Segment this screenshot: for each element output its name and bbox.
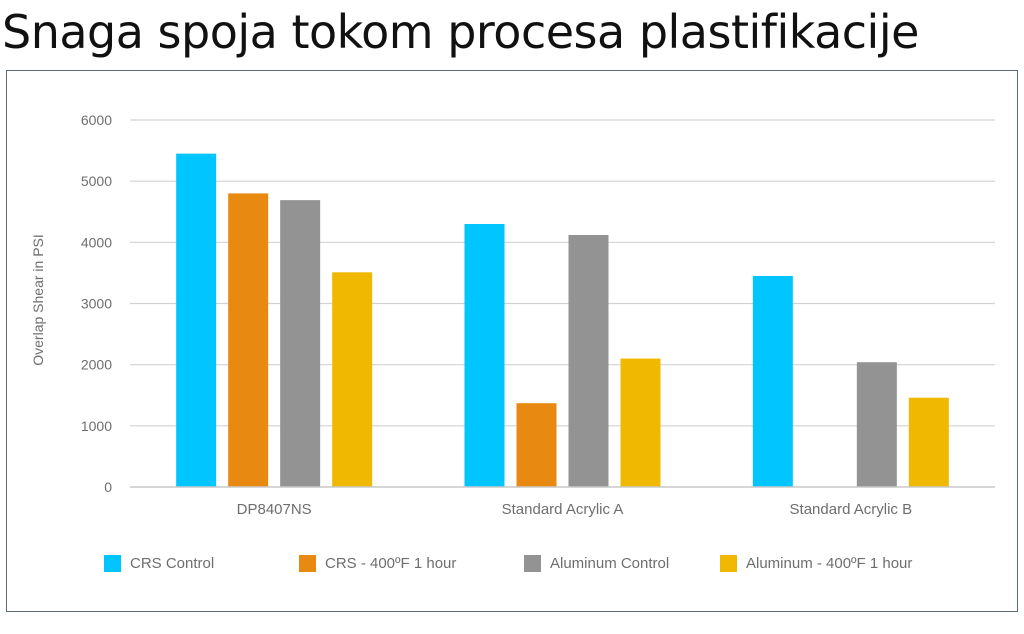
y-tick-label: 6000 <box>81 112 112 128</box>
gridlines <box>130 119 995 427</box>
bar <box>856 362 897 487</box>
y-axis-title: Overlap Shear in PSI <box>30 234 46 366</box>
y-tick-label: 3000 <box>81 296 112 312</box>
y-tick-label: 5000 <box>81 173 112 189</box>
legend-label: Aluminum - 400ºF 1 hour <box>746 555 912 572</box>
category-labels: DP8407NS Standard Acrylic A Standard Acryl… <box>237 501 912 518</box>
y-tick-labels: 0 1000 2000 3000 4000 5000 6000 <box>81 112 112 495</box>
bar <box>908 397 949 487</box>
bars <box>176 153 949 487</box>
category-label: Standard Acrylic A <box>502 501 624 518</box>
category-label: DP8407NS <box>237 501 312 518</box>
y-tick-label: 2000 <box>81 357 112 373</box>
legend-swatch <box>524 555 541 572</box>
bar <box>332 272 373 487</box>
legend-label: CRS Control <box>130 555 214 572</box>
y-tick-label: 1000 <box>81 418 112 434</box>
legend-swatch <box>104 555 121 572</box>
bar <box>464 223 505 487</box>
legend-label: Aluminum Control <box>550 555 669 572</box>
legend-swatch <box>720 555 737 572</box>
page-title: Snaga spoja tokom procesa plastifikacije <box>2 5 919 59</box>
legend-swatch <box>299 555 316 572</box>
y-tick-label: 0 <box>104 479 112 495</box>
bar <box>568 234 609 487</box>
bar <box>280 200 321 487</box>
bar <box>516 403 557 487</box>
bar <box>176 153 217 487</box>
legend: CRS Control CRS - 400ºF 1 hour Aluminum Co… <box>104 555 912 572</box>
bar <box>228 193 269 487</box>
chart-frame <box>6 70 1018 612</box>
category-label: Standard Acrylic B <box>790 501 913 518</box>
legend-label: CRS - 400ºF 1 hour <box>325 555 456 572</box>
bar <box>620 358 661 487</box>
y-tick-label: 4000 <box>81 234 112 250</box>
bar <box>752 275 793 487</box>
